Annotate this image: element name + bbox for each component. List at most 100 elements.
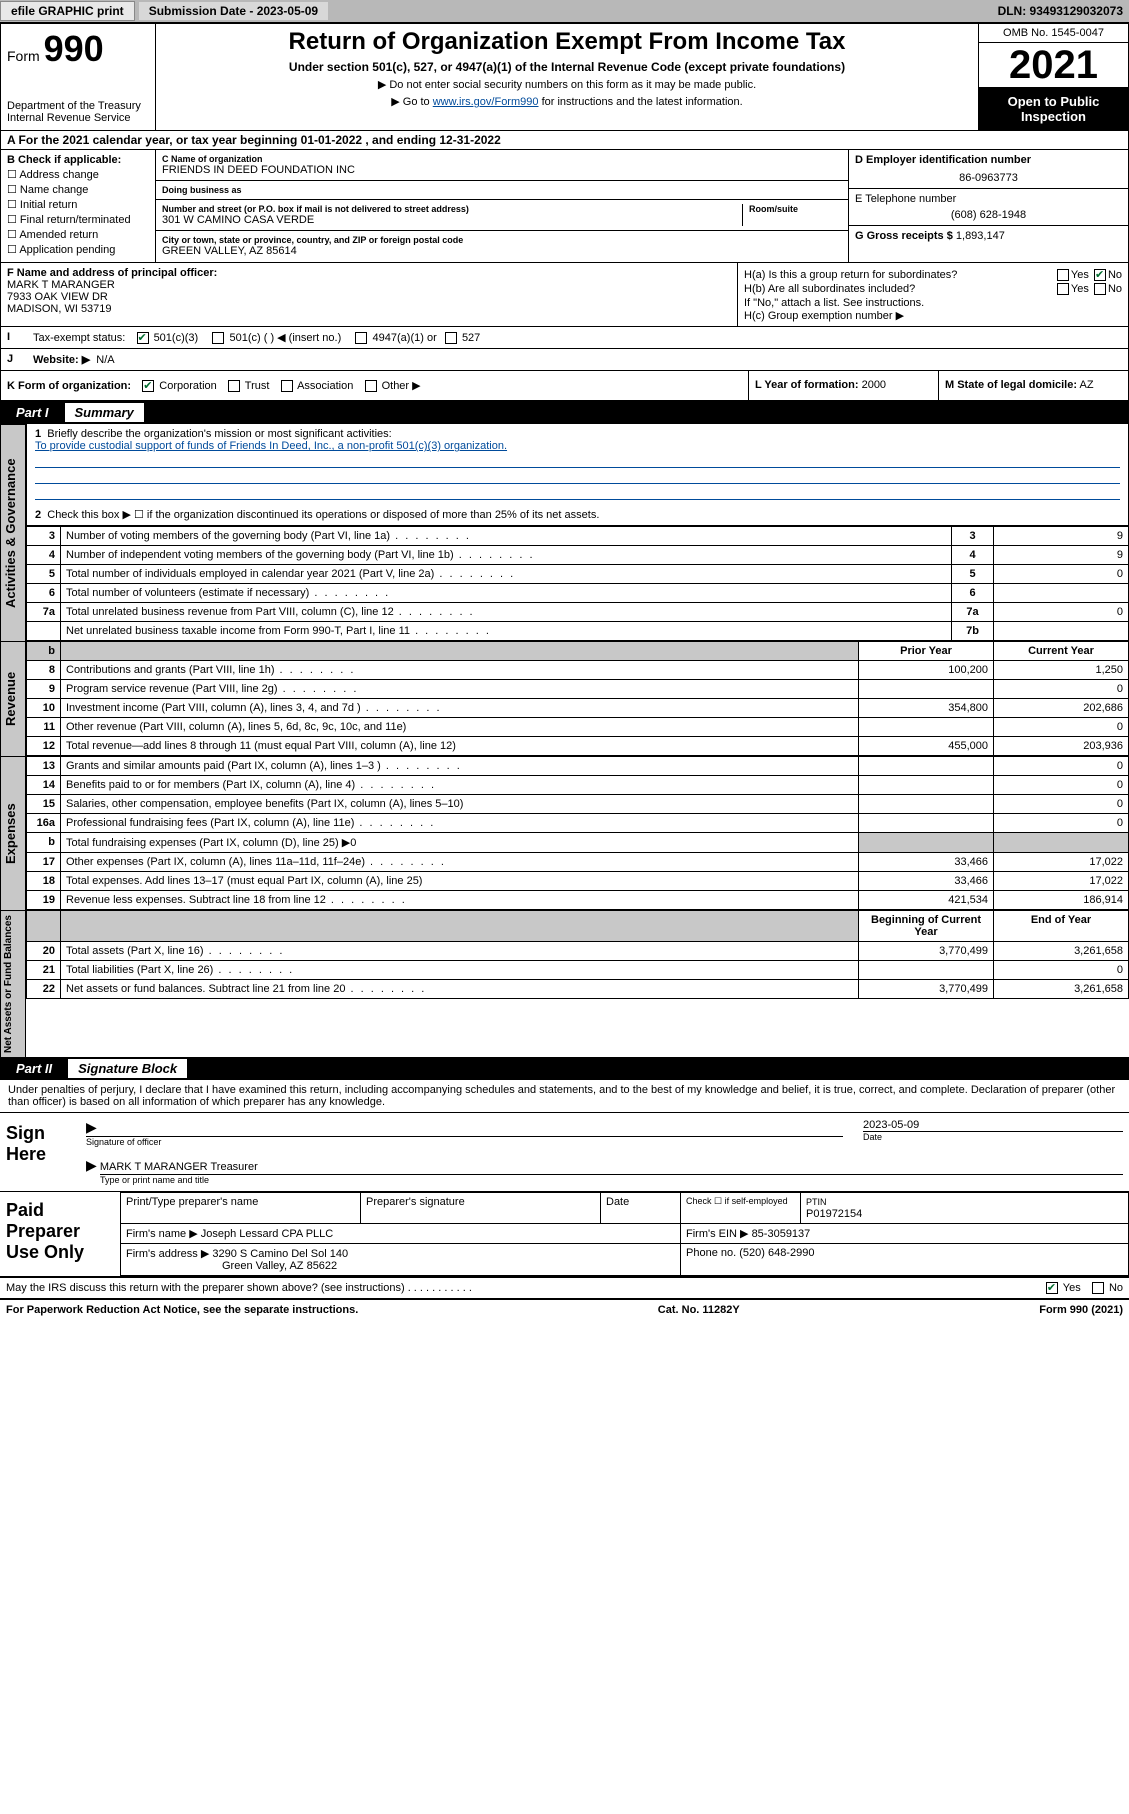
- hb-yes-checkbox[interactable]: [1057, 283, 1069, 295]
- side-label-revenue: Revenue: [0, 641, 26, 756]
- page-footer: For Paperwork Reduction Act Notice, see …: [0, 1298, 1129, 1320]
- i-501c-checkbox[interactable]: [212, 332, 224, 344]
- form-subtitle: Under section 501(c), 527, or 4947(a)(1)…: [164, 60, 970, 74]
- ha-no-checkbox[interactable]: [1094, 269, 1106, 281]
- k-label: K Form of organization:: [7, 380, 131, 392]
- firm-addr1: 3290 S Camino Del Sol 140: [212, 1248, 348, 1260]
- tax-year: 2021: [979, 43, 1128, 88]
- l5-desc: Total number of individuals employed in …: [61, 565, 952, 584]
- l8-curr: 1,250: [994, 661, 1129, 680]
- k-assoc-checkbox[interactable]: [281, 380, 293, 392]
- firm-phone-label: Phone no.: [686, 1247, 736, 1259]
- l3-box: 3: [952, 527, 994, 546]
- l18-curr: 17,022: [994, 872, 1129, 891]
- sig-officer-label: Signature of officer: [86, 1136, 843, 1147]
- l7b-desc: Net unrelated business taxable income fr…: [61, 622, 952, 641]
- l3-desc: Number of voting members of the governin…: [61, 527, 952, 546]
- k-corp-checkbox[interactable]: [142, 380, 154, 392]
- l8-prior: 100,200: [859, 661, 994, 680]
- org-name: FRIENDS IN DEED FOUNDATION INC: [162, 164, 842, 176]
- group-return-block: H(a) Is this a group return for subordin…: [738, 263, 1128, 326]
- l21-prior: [859, 961, 994, 980]
- city-state-zip: GREEN VALLEY, AZ 85614: [162, 245, 842, 257]
- k-trust-checkbox[interactable]: [228, 380, 240, 392]
- hb-no-checkbox[interactable]: [1094, 283, 1106, 295]
- state-domicile: AZ: [1079, 379, 1093, 391]
- l4-box: 4: [952, 546, 994, 565]
- firm-addr2: Green Valley, AZ 85622: [222, 1260, 337, 1272]
- b-header: B Check if applicable:: [7, 154, 149, 166]
- activities-governance-section: Activities & Governance 1 Briefly descri…: [0, 424, 1129, 641]
- l16b-prior-shade: [859, 833, 994, 853]
- col-b-checkboxes: B Check if applicable: ☐ Address change …: [1, 150, 156, 262]
- i-4947-checkbox[interactable]: [355, 332, 367, 344]
- l17-desc: Other expenses (Part IX, column (A), lin…: [61, 853, 859, 872]
- principal-officer: F Name and address of principal officer:…: [1, 263, 738, 326]
- ein-value: 86-0963773: [855, 172, 1122, 184]
- l5-val: 0: [994, 565, 1129, 584]
- officer-sig-name: MARK T MARANGER Treasurer: [100, 1161, 258, 1173]
- cat-no: Cat. No. 11282Y: [658, 1304, 740, 1316]
- l19-curr: 186,914: [994, 891, 1129, 910]
- form-ref: Form 990 (2021): [1039, 1304, 1123, 1316]
- firm-addr-label: Firm's address ▶: [126, 1248, 209, 1260]
- l16a-curr: 0: [994, 814, 1129, 833]
- l7a-box: 7a: [952, 603, 994, 622]
- col-deg: D Employer identification number 86-0963…: [848, 150, 1128, 262]
- sig-date-value: 2023-05-09: [863, 1119, 1123, 1131]
- f-label: F Name and address of principal officer:: [7, 267, 731, 279]
- ha-no-label: No: [1108, 269, 1122, 281]
- l20-prior: 3,770,499: [859, 942, 994, 961]
- ha-yes-label: Yes: [1071, 269, 1089, 281]
- form-org-row: K Form of organization: Corporation Trus…: [0, 371, 1129, 401]
- i-label: Tax-exempt status:: [33, 332, 125, 344]
- b-opt-amended: ☐ Amended return: [7, 228, 149, 241]
- mission-text[interactable]: To provide custodial support of funds of…: [35, 440, 507, 452]
- e-phone-label: E Telephone number: [855, 193, 1122, 205]
- part1-header: Part I Summary: [0, 401, 1129, 424]
- instructions-link[interactable]: www.irs.gov/Form990: [433, 96, 539, 108]
- l19-desc: Revenue less expenses. Subtract line 18 …: [61, 891, 859, 910]
- side-label-expenses: Expenses: [0, 756, 26, 910]
- current-year-hdr: Current Year: [994, 642, 1129, 661]
- k-opt4: Other ▶: [382, 380, 421, 392]
- part2-header: Part II Signature Block: [0, 1057, 1129, 1080]
- sig-date-label: Date: [863, 1131, 1123, 1142]
- ha-yes-checkbox[interactable]: [1057, 269, 1069, 281]
- row-a-tax-year: A For the 2021 calendar year, or tax yea…: [0, 131, 1129, 150]
- l10-prior: 354,800: [859, 699, 994, 718]
- ptin-value: P01972154: [806, 1208, 862, 1220]
- year-box: OMB No. 1545-0047 2021 Open to Public In…: [978, 24, 1128, 130]
- hb-yes-label: Yes: [1071, 283, 1089, 295]
- i-501c3-checkbox[interactable]: [137, 332, 149, 344]
- k-other-checkbox[interactable]: [365, 380, 377, 392]
- hb-label: H(b) Are all subordinates included?: [744, 283, 915, 295]
- hb-no-label: No: [1108, 283, 1122, 295]
- efile-print-button[interactable]: efile GRAPHIC print: [0, 1, 135, 21]
- type-arrow-icon: ▶: [86, 1157, 97, 1173]
- type-name-label: Type or print name and title: [100, 1174, 1123, 1185]
- k-opt2: Trust: [245, 380, 270, 392]
- hb-note: If "No," attach a list. See instructions…: [744, 297, 1122, 309]
- l12-curr: 203,936: [994, 737, 1129, 756]
- l22-prior: 3,770,499: [859, 980, 994, 999]
- mission-line: [35, 486, 1120, 500]
- l20-desc: Total assets (Part X, line 16): [61, 942, 859, 961]
- form-id-box: Form 990 Department of the Treasury Inte…: [1, 24, 156, 130]
- dba-label: Doing business as: [162, 185, 842, 195]
- dln-label: DLN: 93493129032073: [998, 4, 1129, 18]
- mayirs-no-checkbox[interactable]: [1092, 1282, 1104, 1294]
- irs-label: Internal Revenue Service: [7, 112, 149, 124]
- room-label: Room/suite: [749, 204, 842, 214]
- l18-prior: 33,466: [859, 872, 994, 891]
- l9-prior: [859, 680, 994, 699]
- end-year-hdr: End of Year: [994, 911, 1129, 942]
- l16b-desc: Total fundraising expenses (Part IX, col…: [61, 833, 859, 853]
- mayirs-yes-checkbox[interactable]: [1046, 1282, 1058, 1294]
- prior-year-hdr: Prior Year: [859, 642, 994, 661]
- net-assets-section: Net Assets or Fund Balances Beginning of…: [0, 910, 1129, 1057]
- l12-desc: Total revenue—add lines 8 through 11 (mu…: [61, 737, 859, 756]
- part2-title: Signature Block: [68, 1059, 187, 1078]
- mayirs-question: May the IRS discuss this return with the…: [6, 1282, 405, 1294]
- i-527-checkbox[interactable]: [445, 332, 457, 344]
